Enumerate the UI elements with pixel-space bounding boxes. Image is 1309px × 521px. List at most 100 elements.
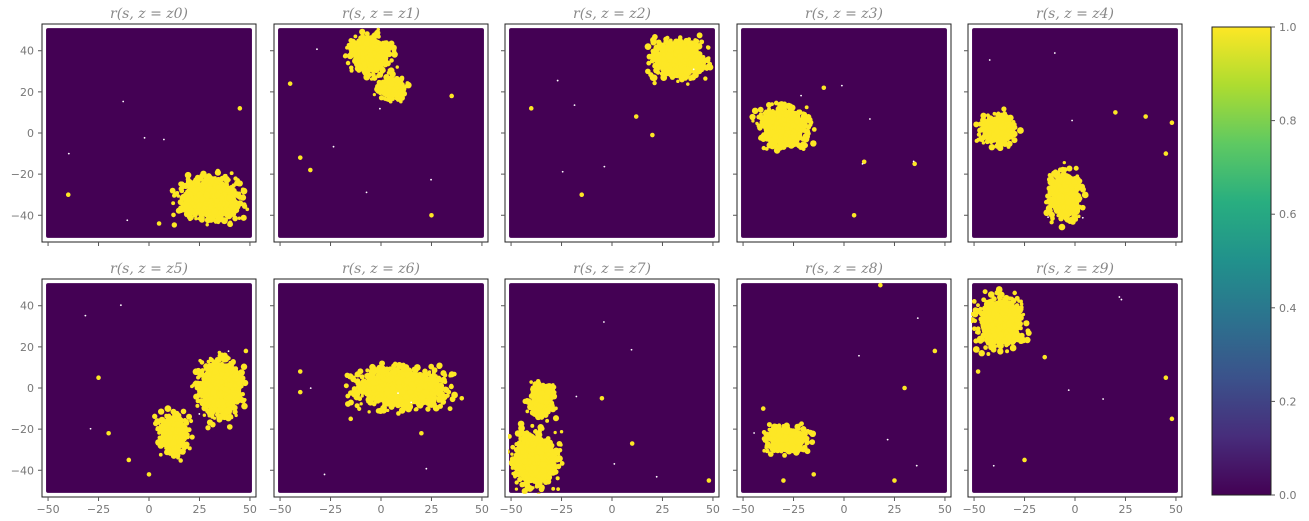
data-point: [346, 52, 354, 60]
data-point: [997, 144, 1004, 152]
data-point: [376, 385, 380, 390]
data-point: [342, 53, 348, 59]
data-point: [218, 209, 224, 216]
data-point: [224, 407, 231, 415]
gap-speck: [89, 427, 92, 430]
data-point: [203, 212, 208, 217]
data-point: [1077, 214, 1081, 219]
data-point: [984, 139, 990, 145]
data-point: [206, 359, 211, 364]
data-point: [810, 140, 817, 147]
data-point: [153, 420, 159, 427]
data-point: [195, 398, 201, 404]
data-point: [389, 385, 396, 392]
background-points: [972, 28, 1178, 238]
data-point: [204, 183, 209, 188]
data-point: [791, 110, 797, 116]
data-point: [157, 408, 165, 415]
data-point: [449, 383, 454, 388]
data-point: [365, 368, 370, 373]
x-tick-label: 50: [243, 503, 257, 516]
data-point: [1002, 125, 1007, 130]
data-point: [773, 100, 779, 106]
data-point: [388, 401, 394, 407]
data-point: [579, 192, 585, 197]
data-point: [706, 56, 711, 61]
data-point: [183, 191, 187, 196]
data-point: [986, 129, 992, 135]
data-point: [650, 74, 658, 82]
data-point: [182, 418, 188, 423]
data-point: [237, 106, 243, 111]
gap-speck: [126, 219, 129, 222]
data-point: [686, 82, 690, 86]
data-point: [211, 202, 215, 206]
data-point: [171, 201, 176, 206]
y-tick-label: 0: [27, 382, 34, 395]
data-point: [764, 137, 769, 142]
gap-speck: [1053, 52, 1056, 54]
data-point: [772, 133, 779, 140]
data-point: [218, 352, 225, 360]
data-point: [437, 392, 442, 398]
data-point: [233, 409, 237, 413]
data-point: [372, 33, 377, 39]
gap-speck: [800, 94, 802, 97]
data-point: [381, 405, 386, 410]
data-point: [1163, 151, 1169, 156]
data-point: [417, 402, 424, 409]
panel-title: r(s, z = z4): [1036, 6, 1114, 22]
data-point: [224, 368, 229, 373]
data-point: [783, 112, 789, 119]
data-point: [367, 48, 373, 54]
data-point: [1058, 212, 1064, 218]
data-point: [1056, 194, 1063, 201]
data-point: [208, 204, 214, 210]
data-point: [437, 376, 441, 380]
data-point: [776, 125, 782, 131]
data-point: [650, 132, 655, 138]
data-point: [1049, 220, 1054, 225]
data-point: [385, 96, 392, 103]
data-point: [219, 390, 223, 394]
data-point: [989, 116, 995, 122]
data-point: [202, 205, 207, 210]
data-point: [669, 70, 676, 76]
gap-speck: [84, 314, 87, 317]
data-point: [225, 356, 230, 361]
data-point: [242, 203, 248, 209]
data-point: [343, 383, 349, 389]
data-point: [396, 411, 401, 416]
data-point: [399, 89, 406, 96]
data-point: [400, 407, 405, 412]
data-point: [662, 76, 666, 80]
data-point: [1065, 179, 1071, 185]
data-point: [398, 376, 403, 381]
data-point: [210, 188, 217, 195]
gap-speck: [227, 350, 230, 353]
data-point: [408, 381, 415, 388]
data-point: [391, 363, 397, 369]
data-point: [208, 183, 212, 188]
data-point: [211, 208, 218, 215]
data-point: [344, 372, 350, 378]
data-point: [437, 382, 445, 390]
panel-z4: r(s, z = z4): [964, 6, 1183, 246]
data-point: [194, 380, 201, 387]
panel-title: r(s, z = z2): [573, 6, 651, 22]
data-point: [228, 199, 234, 205]
data-point: [187, 446, 192, 451]
gap-speck: [323, 473, 326, 476]
data-point: [418, 379, 424, 384]
data-point: [218, 379, 225, 385]
data-point: [205, 173, 212, 179]
data-point: [429, 212, 434, 218]
data-point: [428, 363, 435, 370]
data-point: [198, 358, 202, 363]
data-point: [692, 42, 700, 50]
data-point: [807, 117, 813, 123]
data-point: [224, 371, 230, 377]
data-point: [231, 210, 237, 216]
data-point: [357, 386, 362, 391]
